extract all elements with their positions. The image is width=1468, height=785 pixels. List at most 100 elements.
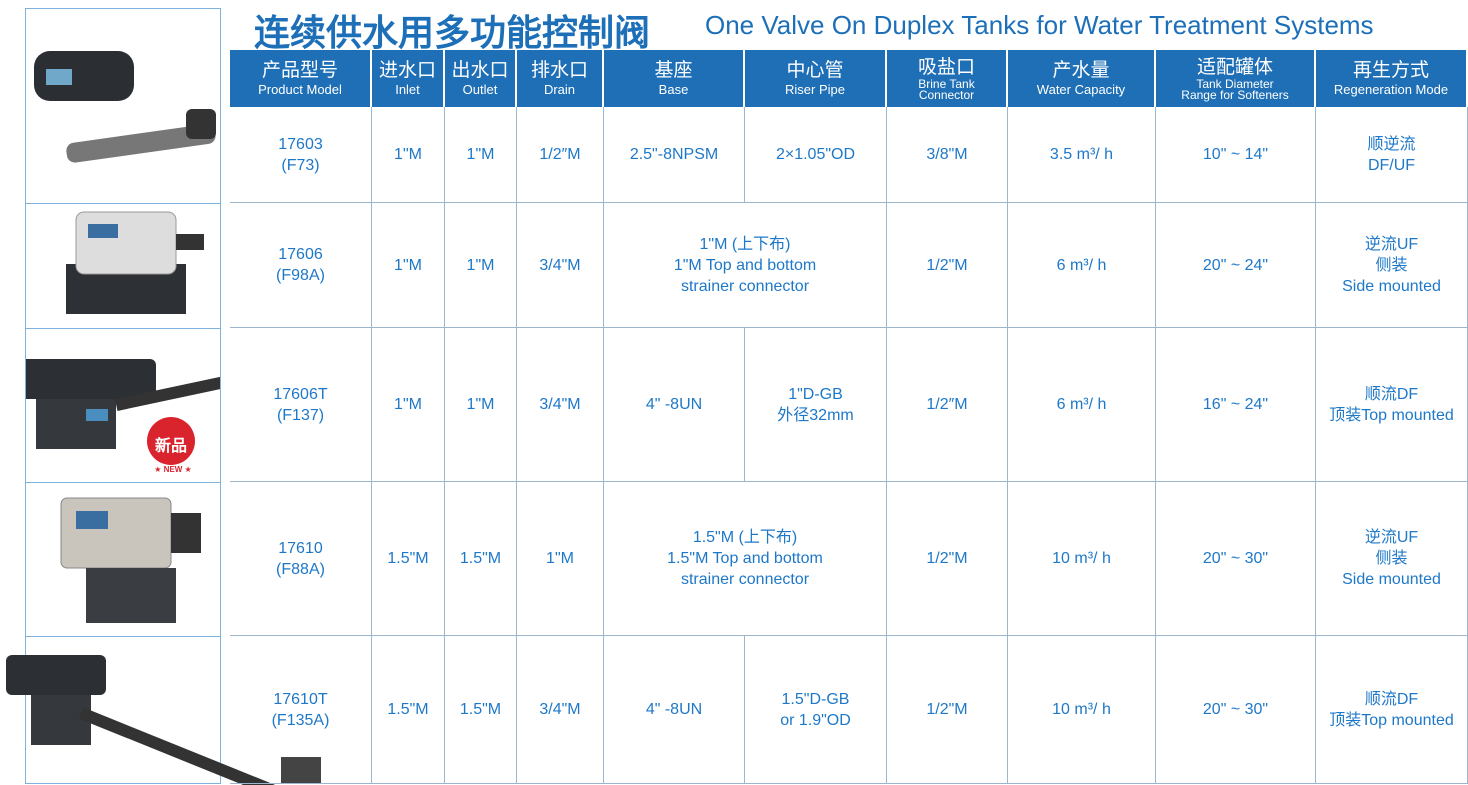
header-zh: 适配罐体 xyxy=(1196,56,1273,78)
table-cell: 1.5"M xyxy=(445,482,517,636)
table-cell: 1"M xyxy=(372,328,445,482)
cell-text: 6 m³/ h xyxy=(1056,256,1107,274)
cell-text: Side mounted xyxy=(1342,571,1441,588)
cell-text: 4" -8UN xyxy=(645,396,703,413)
product-photo xyxy=(25,203,221,329)
column-header: 产品型号 Product Model xyxy=(230,50,372,107)
cell-text: 1"D-GB xyxy=(788,385,843,403)
header-zh: 产水量 xyxy=(1052,60,1110,81)
column-header: 排水口 Drain xyxy=(517,50,604,107)
cell-text: (F135A) xyxy=(271,711,330,729)
table-cell: 3/8"M xyxy=(887,107,1008,203)
cell-text: strainer connector xyxy=(680,571,810,588)
table-cell: 1"M xyxy=(372,107,445,203)
cell-text: 侧装 xyxy=(1375,256,1408,274)
cell-text: 10 m³/ h xyxy=(1052,550,1111,567)
product-photo xyxy=(6,636,325,785)
cell-text: 17610T xyxy=(273,690,328,708)
product-photo xyxy=(25,482,221,637)
cell-text: 2×1.05"OD xyxy=(775,146,856,163)
header-en: Outlet xyxy=(462,82,498,97)
cell-text: 20" ~ 30" xyxy=(1202,550,1269,567)
cell-text: or 1.9"OD xyxy=(780,711,851,729)
cell-text: 1"M xyxy=(466,396,495,413)
cell-text: 3/4"M xyxy=(539,256,581,274)
column-header: 中心管 Riser Pipe xyxy=(745,50,887,107)
column-header: 出水口 Outlet xyxy=(445,50,517,107)
header-en: Drain xyxy=(543,82,576,97)
cell-text: 1/2″M xyxy=(539,146,581,163)
cell-text: 1/2"M xyxy=(926,701,968,718)
table-cell: 10 m³/ h xyxy=(1008,482,1156,636)
table-cell: 1/2"M xyxy=(887,203,1008,328)
table-cell: 1"M xyxy=(445,328,517,482)
table-cell: 4" -8UN xyxy=(604,636,745,784)
header-zh: 吸盐口 xyxy=(917,56,975,78)
table-cell: 10" ~ 14" xyxy=(1156,107,1316,203)
valve-drawing xyxy=(60,497,201,623)
cell-text: 1"M xyxy=(394,256,422,274)
table-cell: 4" -8UN xyxy=(604,328,745,482)
cell-text: (F98A) xyxy=(276,267,325,284)
table-cell: 6 m³/ h xyxy=(1008,203,1156,328)
cell-text: 顺逆流 xyxy=(1367,135,1416,153)
table-cell: 1.5"M (上下布) 1.5"M Top and bottom strainer … xyxy=(604,482,887,636)
header-zh: 产品型号 xyxy=(261,60,338,81)
table-cell: 1"M xyxy=(372,203,445,328)
cell-text: 1.5"M xyxy=(387,701,429,718)
cell-text: 3.5 m³/ h xyxy=(1049,146,1114,163)
cell-text: 1"M xyxy=(466,146,495,163)
cell-text: 1.5"M Top and bottom xyxy=(667,550,823,567)
header-en: Brine Tank xyxy=(918,76,975,91)
cell-text: 3/4"M xyxy=(539,701,581,718)
table-cell: 20" ~ 30" xyxy=(1156,636,1316,784)
column-header: 进水口 Inlet xyxy=(372,50,445,107)
table-cell: 1"M xyxy=(517,482,604,636)
title-en: One Valve On Duplex Tanks for Water Trea… xyxy=(705,10,1374,40)
cell-text: 17603 xyxy=(278,135,323,153)
table-cell: 17603 (F73) xyxy=(230,107,372,203)
header-en: Tank Diameter xyxy=(1196,76,1274,91)
table-cell: 2.5"-8NPSM xyxy=(604,107,745,203)
column-header: 吸盐口 Brine Tank Connector xyxy=(887,50,1008,107)
cell-text: 16" ~ 24" xyxy=(1202,396,1269,413)
valve-drawing xyxy=(34,51,216,163)
cell-text: 17606T xyxy=(273,385,328,403)
table-cell: 1/2″M xyxy=(517,107,604,203)
header-zh: 中心管 xyxy=(786,60,844,81)
table-cell: 17610T (F135A) xyxy=(230,636,372,784)
valve-drawing xyxy=(66,211,204,314)
cell-text: 20" ~ 30" xyxy=(1202,701,1269,718)
cell-text: 顺流DF xyxy=(1364,690,1419,708)
table-cell: 顺流DF 顶装Top mounted xyxy=(1316,636,1468,784)
table-cell: 1"M xyxy=(445,203,517,328)
header-zh: 进水口 xyxy=(378,60,436,81)
table-cell: 3.5 m³/ h xyxy=(1008,107,1156,203)
cell-text: (F88A) xyxy=(276,560,325,578)
table-cell: 3/4"M xyxy=(517,636,604,784)
cell-text: 逆流UF xyxy=(1364,529,1419,546)
table-cell: 17606T (F137) xyxy=(230,328,372,482)
table-cell: 1.5"M xyxy=(372,482,445,636)
cell-text: 1.5"M xyxy=(387,550,429,567)
table-cell: 3/4"M xyxy=(517,328,604,482)
table-cell: 17610 (F88A) xyxy=(230,482,372,636)
table-cell: 6 m³/ h xyxy=(1008,328,1156,482)
cell-text: 1"M xyxy=(394,396,422,413)
header-en: Base xyxy=(658,82,689,97)
cell-text: 顺流DF xyxy=(1364,385,1419,403)
cell-text: 侧装 xyxy=(1375,550,1408,567)
table-cell: 20" ~ 24" xyxy=(1156,203,1316,328)
column-header: 再生方式 Regeneration Mode xyxy=(1316,50,1468,107)
badge-zh: 新品 xyxy=(154,438,187,455)
cell-text: 1"M xyxy=(546,550,574,567)
cell-text: 外径32mm xyxy=(777,406,854,424)
cell-text: 1"M Top and bottom xyxy=(673,256,817,274)
cell-text: (F73) xyxy=(281,156,320,174)
valve-drawing xyxy=(6,655,325,785)
column-header: 基座 Base xyxy=(604,50,745,107)
header-zh: 基座 xyxy=(654,60,693,81)
header-en: Inlet xyxy=(395,82,420,97)
column-header: 产水量 Water Capacity xyxy=(1008,50,1156,107)
cell-text: DF/UF xyxy=(1367,156,1416,174)
